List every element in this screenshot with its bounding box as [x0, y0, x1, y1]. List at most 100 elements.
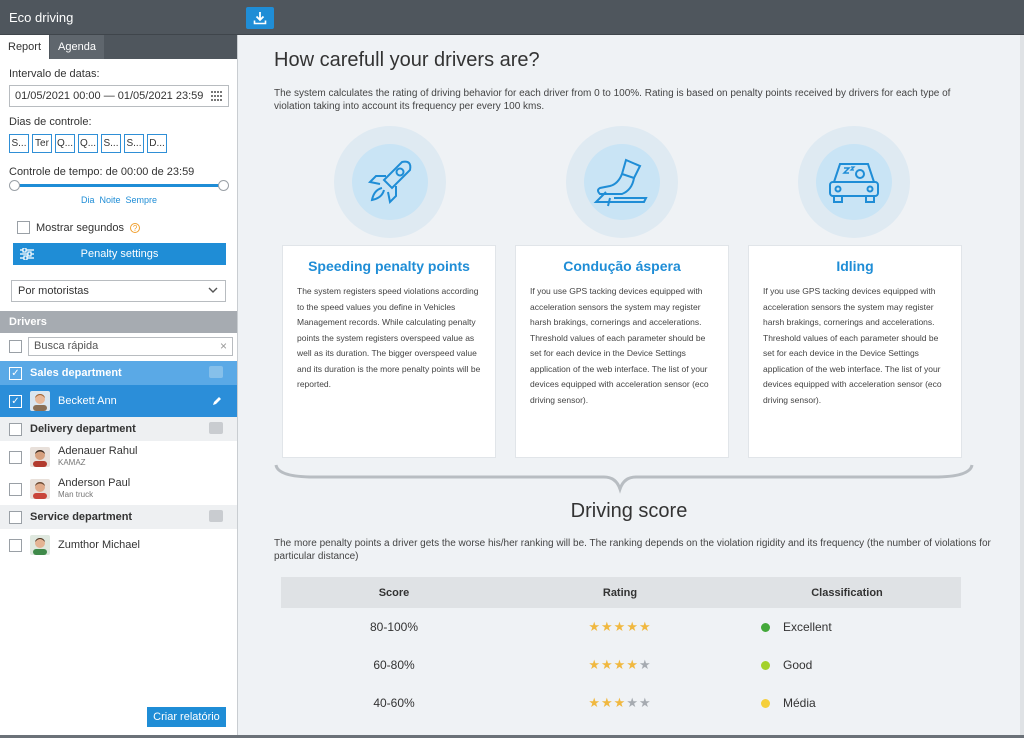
group-checkbox[interactable]	[9, 422, 22, 436]
day-toggle[interactable]: S...	[9, 134, 29, 153]
score-cell: 60-80%	[373, 658, 415, 672]
group-name: Delivery department	[30, 423, 136, 435]
table-row: 40-60% ★★★ ★★ Média	[281, 684, 961, 722]
tab-agenda[interactable]: Agenda	[50, 35, 104, 59]
tab-report[interactable]: Report	[0, 35, 50, 59]
driver-name: Anderson Paul	[58, 477, 131, 489]
driver-row[interactable]: ✓ Beckett Ann	[0, 385, 237, 417]
checkbox-checked[interactable]: ✓	[9, 394, 22, 408]
day-toggle[interactable]: S...	[124, 134, 144, 153]
penalty-settings-button[interactable]: Penalty settings	[13, 243, 226, 265]
rocket-icon	[334, 126, 446, 238]
checkbox-checked[interactable]: ✓	[9, 366, 22, 380]
day-toggle[interactable]: Ter	[32, 134, 52, 153]
group-by-select[interactable]: Por motoristas	[11, 280, 226, 302]
collapse-icon[interactable]	[209, 366, 223, 378]
clear-icon[interactable]: ×	[219, 339, 227, 353]
classification-label: Excellent	[783, 620, 832, 634]
quick-search-placeholder: Busca rápida	[34, 340, 99, 352]
day-toggle[interactable]: D...	[147, 134, 167, 153]
sidebar: Report Agenda Intervalo de datas: 01/05/…	[0, 35, 238, 735]
card-title: Speeding penalty points	[308, 258, 470, 274]
driver-checkbox[interactable]	[9, 538, 22, 552]
chevron-down-icon	[208, 287, 218, 293]
score-table: Score Rating Classification 80-100% ★★★★…	[281, 577, 961, 722]
day-toggle[interactable]: S...	[101, 134, 121, 153]
driver-row[interactable]: Zumthor Michael	[0, 529, 237, 561]
driving-score-description: The more penalty points a driver gets th…	[274, 538, 991, 562]
edit-icon[interactable]	[211, 395, 223, 407]
report-content: How carefull your drivers are? The syste…	[238, 35, 1020, 735]
driver-checkbox[interactable]	[9, 450, 22, 464]
driver-row[interactable]: Adenauer Rahul KAMAZ	[0, 441, 237, 473]
card-title: Condução áspera	[563, 258, 681, 274]
show-seconds-label: Mostrar segundos	[36, 221, 125, 234]
create-report-button[interactable]: Criar relatório	[147, 707, 226, 727]
idling-card: Idling If you use GPS tacking devices eq…	[748, 245, 962, 458]
rating-column-header: Rating	[602, 586, 638, 599]
driver-vehicle: Man truck	[58, 490, 94, 499]
group-name: Service department	[30, 511, 133, 523]
classification-cell: Excellent	[733, 608, 961, 646]
calendar-icon	[211, 91, 222, 101]
rating-stars: ★★★★★	[588, 657, 652, 672]
table-row: 60-80% ★★★★ ★ Good	[281, 646, 961, 684]
driver-info: Adenauer Rahul KAMAZ	[58, 445, 138, 469]
classification-label: Good	[783, 658, 813, 672]
status-dot	[761, 660, 770, 670]
date-range-label: Intervalo de datas:	[9, 68, 100, 80]
preset-day-link[interactable]: Dia	[81, 195, 95, 205]
preset-always-link[interactable]: Sempre	[125, 195, 158, 205]
time-control-label: Controle de tempo: de 00:00 de 23:59	[9, 166, 195, 178]
download-button[interactable]	[246, 7, 274, 29]
pedal-icon	[566, 126, 678, 238]
driver-vehicle: KAMAZ	[58, 458, 86, 467]
classification-label: Média	[783, 696, 816, 710]
avatar	[30, 535, 50, 555]
show-seconds-checkbox[interactable]	[17, 221, 30, 234]
quick-search-input[interactable]: Busca rápida ×	[28, 337, 233, 356]
intro-text: The system calculates the rating of driv…	[274, 88, 951, 112]
time-slider-track[interactable]	[14, 184, 224, 187]
time-slider-start-handle[interactable]	[9, 180, 20, 191]
date-range-input[interactable]: 01/05/2021 00:00 — 01/05/2021 23:59	[9, 85, 229, 107]
section-brace	[274, 464, 974, 494]
rating-stars: ★★★★★	[588, 695, 652, 710]
collapse-icon[interactable]	[209, 422, 223, 434]
day-toggle[interactable]: Q...	[55, 134, 75, 153]
driver-row[interactable]: Anderson Paul Man truck	[0, 473, 237, 505]
status-dot	[761, 622, 770, 632]
app-title: Eco driving	[9, 10, 74, 25]
score-cell: 80-100%	[369, 620, 419, 634]
classification-column-header: Classification	[811, 586, 883, 599]
day-toggle[interactable]: Q...	[78, 134, 98, 153]
card-text: The system registers speed violations ac…	[297, 286, 481, 389]
group-checkbox[interactable]	[9, 510, 22, 524]
card-text: If you use GPS tacking devices equipped …	[763, 286, 942, 405]
collapse-icon[interactable]	[209, 510, 223, 522]
help-icon[interactable]: ?	[130, 222, 141, 233]
scrollbar[interactable]	[1020, 35, 1024, 735]
driver-name: Zumthor Michael	[58, 539, 140, 551]
download-icon	[253, 12, 267, 25]
drivers-header: Drivers	[0, 311, 237, 333]
group-row[interactable]: ✓ Sales department	[0, 361, 237, 385]
time-slider-end-handle[interactable]	[218, 180, 229, 191]
page-title: How carefull your drivers are?	[274, 49, 540, 71]
search-row: Busca rápida ×	[9, 337, 233, 356]
top-bar: Eco driving	[0, 0, 1024, 35]
penalty-settings-label: Penalty settings	[80, 248, 159, 260]
avatar	[30, 391, 50, 411]
group-by-value: Por motoristas	[18, 285, 89, 297]
show-seconds: Mostrar segundos ?	[17, 221, 141, 234]
preset-night-link[interactable]: Noite	[99, 195, 121, 205]
avatar	[30, 479, 50, 499]
group-row[interactable]: Delivery department	[0, 417, 237, 441]
group-row[interactable]: Service department	[0, 505, 237, 529]
rating-stars: ★★★★★	[588, 619, 652, 634]
classification-cell: Good	[733, 646, 961, 684]
driver-checkbox[interactable]	[9, 482, 22, 496]
driving-score-title: Driving score	[570, 500, 688, 522]
select-all-checkbox[interactable]	[9, 340, 22, 353]
card-text: If you use GPS tacking devices equipped …	[530, 286, 709, 405]
